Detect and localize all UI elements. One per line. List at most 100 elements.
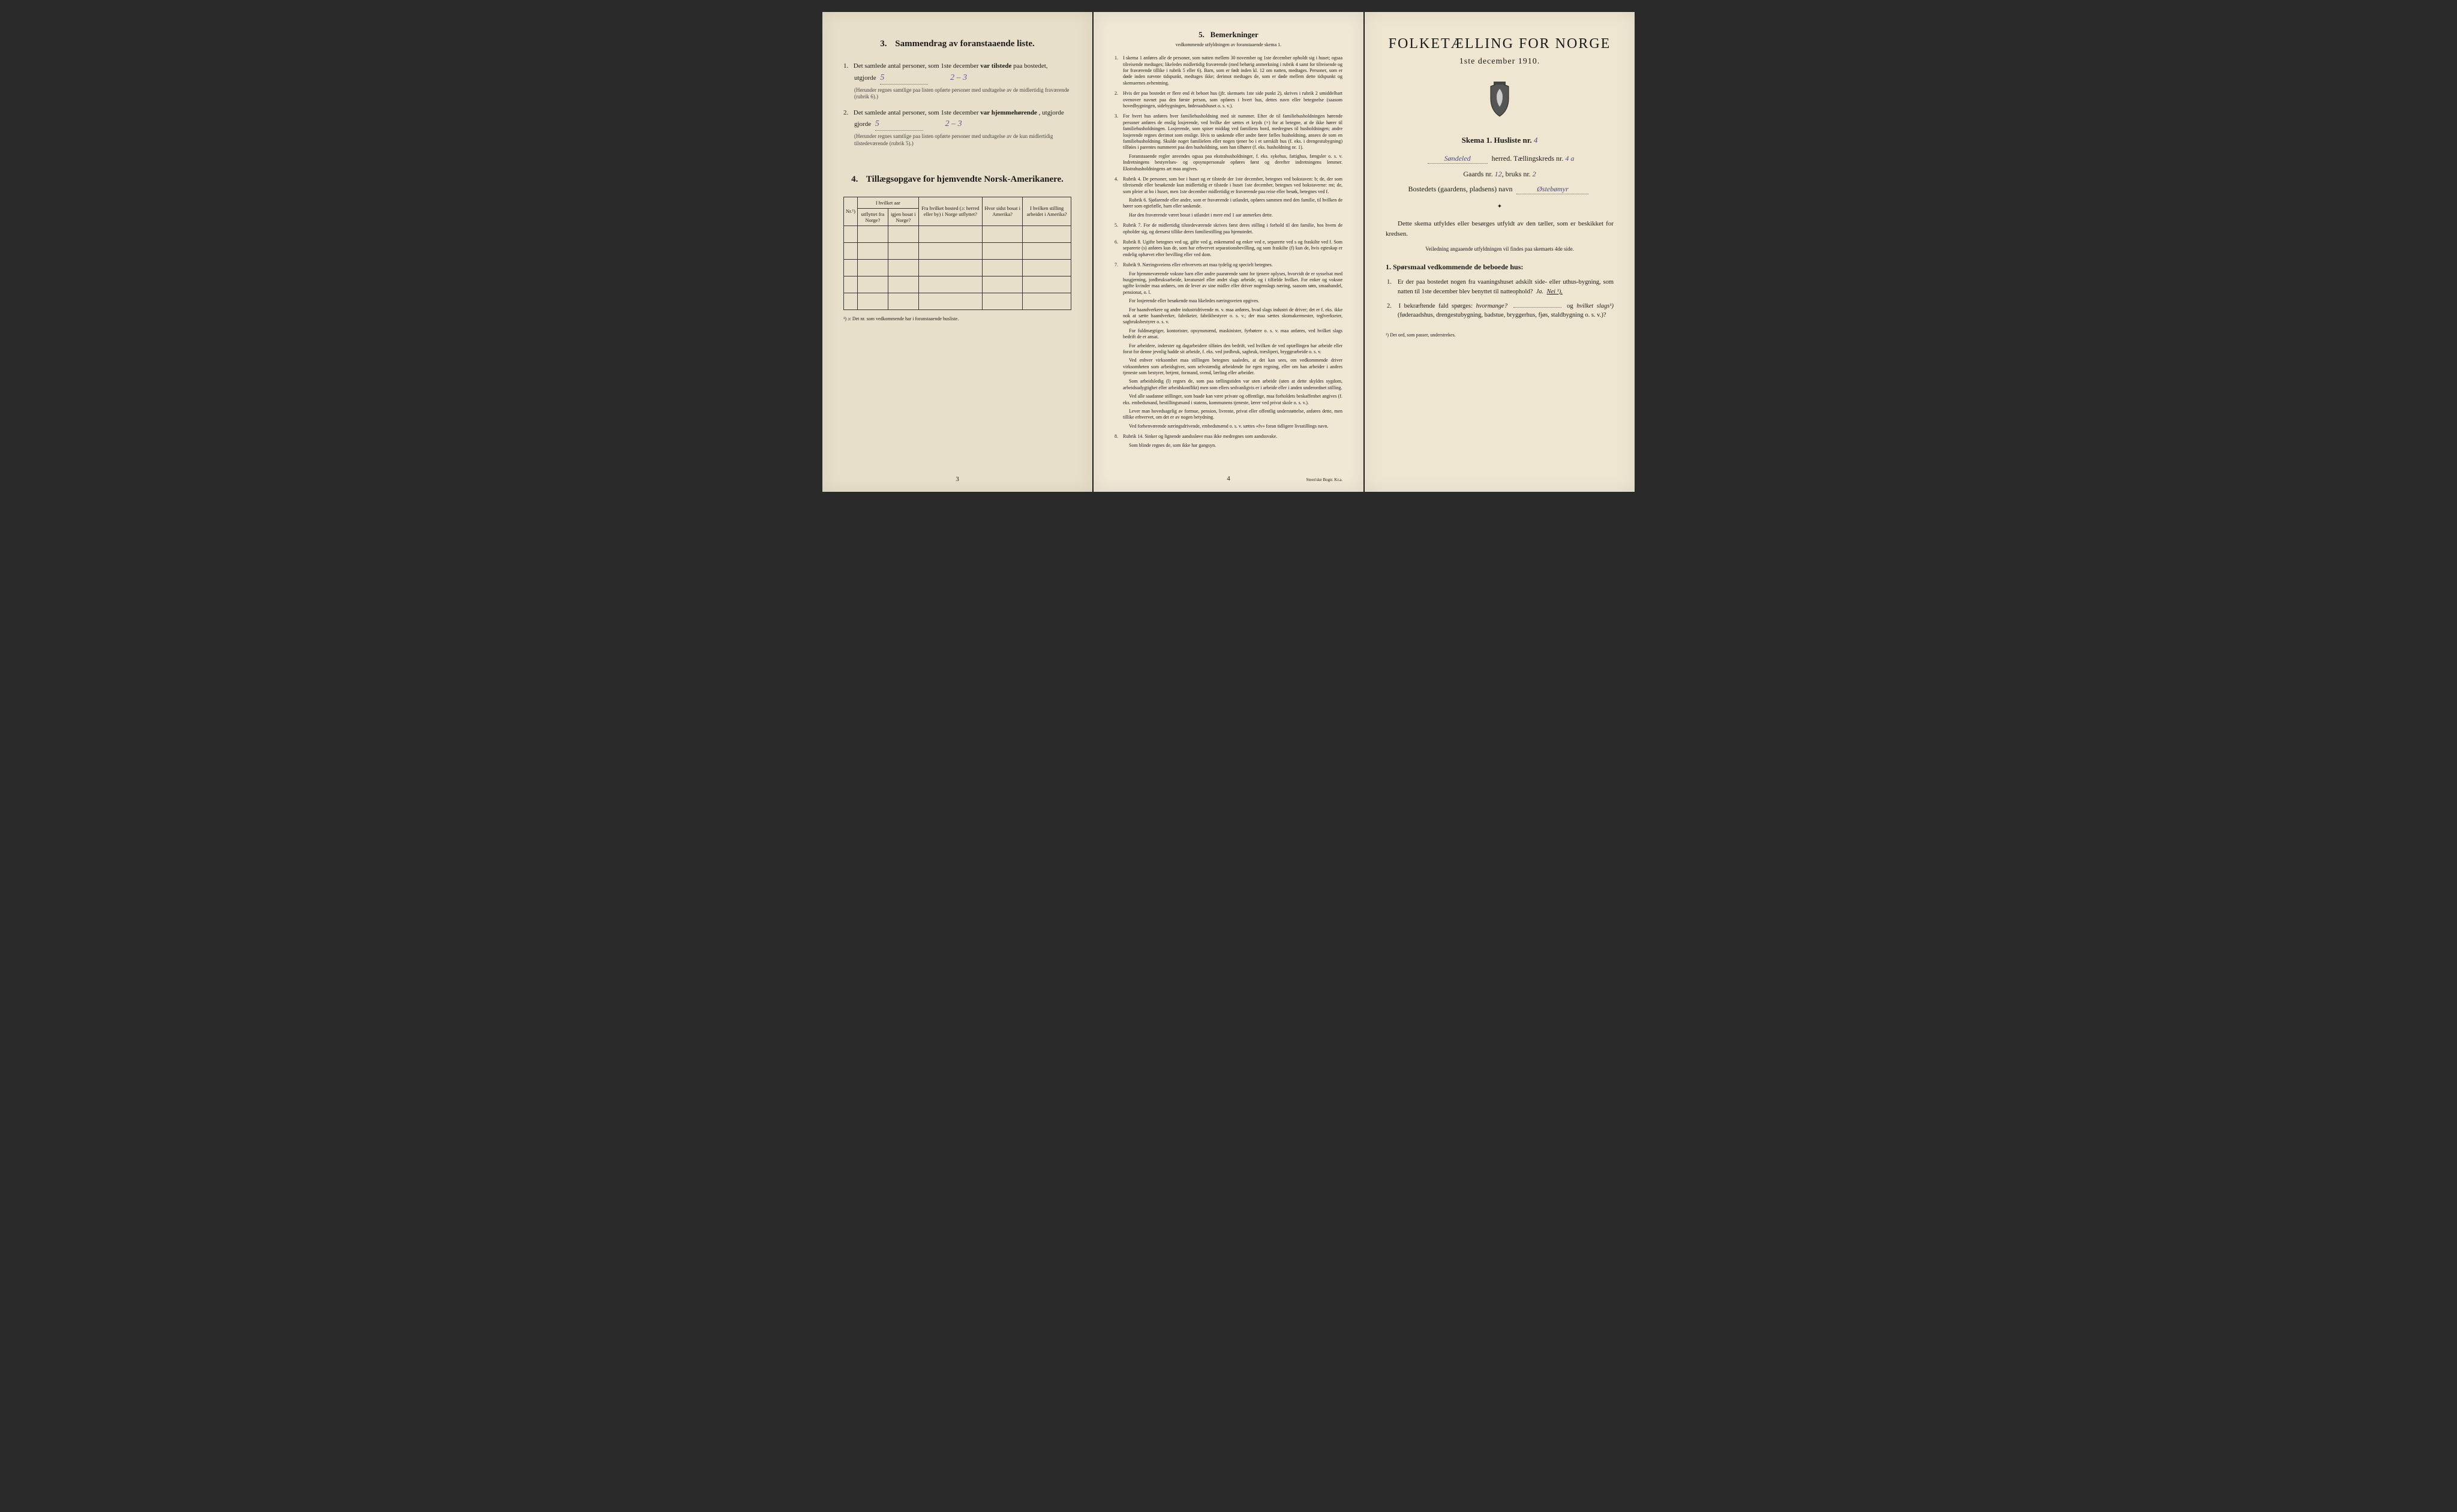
table-row [844,293,1071,309]
item-sub: For fuldmægtiger, kontorister, opsynsmæn… [1123,328,1342,341]
crest-icon [1485,82,1515,118]
hq2-blank [1513,307,1561,308]
skema-line: Skema 1. Husliste nr. 4 [1386,136,1614,145]
gaards-line: Gaards nr. 12, bruks nr. 2 [1386,170,1614,179]
census-date: 1ste december 1910. [1386,57,1614,67]
q1-bold: var tilstede [980,62,1011,70]
th-nr: Nr.¹) [844,197,858,226]
th-bosted: Fra hvilket bosted (ɔ: herred eller by) … [918,197,982,226]
printer-credit: Steen'ske Bogtr. Kr.a. [1306,477,1342,483]
item-num: 7. [1115,262,1118,268]
gaards-label: Gaards nr. [1463,170,1492,178]
bemerkning-item: 4.Rubrik 4. De personer, som bor i huset… [1123,176,1342,218]
herred-label: herred. Tællingskreds nr. [1492,154,1564,163]
item-text: I skema 1 anføres alle de personer, som … [1123,55,1342,86]
section4-num: 4. [851,175,858,184]
th-igjen: igjen bosat i Norge? [888,208,918,226]
tillaeg-tbody [844,226,1071,309]
item-num: 4. [1115,176,1118,182]
hq1-num: 1. [1387,278,1395,287]
kreds-nr: 4 a [1565,154,1574,163]
hq1-text: Er der paa bostedet nogen fra vaaningshu… [1398,279,1614,295]
q1-split: 2 – 3 [950,73,967,82]
item-sub: Lever man hovedsagelig av formue, pensio… [1123,408,1342,421]
table-footnote: ¹) ɔ: Det nr. som vedkommende har i fora… [843,316,1071,321]
hq1-nei: Nei ¹). [1546,288,1562,295]
q1-text-a: Det samlede antal personer, som 1ste dec… [854,62,981,70]
bemerkning-item: 7.Rubrik 9. Næringsveiens eller erhverve… [1123,262,1342,429]
sporsmaal-num: 1. [1386,263,1391,271]
table-row [844,276,1071,293]
house-q2: 2. I bekræftende fald spørges: hvormange… [1398,302,1614,321]
section5-num: 5. [1199,30,1205,39]
q1-value: 5 [880,71,928,85]
tillaeg-table: Nr.¹) I hvilket aar Fra hvilket bosted (… [843,197,1071,310]
q2-text-b: , utgjorde [1039,109,1064,116]
fill-instruction: Dette skema utfyldes eller besørges utfy… [1386,219,1614,239]
item-sub: Rubrik 6. Sjøfarende eller andre, som er… [1123,197,1342,210]
q2-value: 5 [875,118,923,131]
hq2-a: I bekræftende fald spørges: [1399,303,1476,309]
section3-num: 3. [880,39,887,49]
table-row [844,259,1071,276]
section5-title: Bemerkninger [1211,30,1258,39]
husliste-nr: 4 [1534,136,1538,145]
bemerkninger-list: 1. I skema 1 anføres alle de personer, so… [1115,55,1342,449]
item-num: 3. [1115,113,1118,119]
hq2-b: og [1567,303,1576,309]
hq1-ja: Ja. [1536,288,1544,295]
item-num: 8. [1115,434,1118,440]
sporsmaal-heading: 1. Spørsmaal vedkommende de beboede hus: [1386,263,1614,272]
item-sub: For losjerende eller besøkende maa likel… [1123,298,1342,304]
main-title: FOLKETÆLLING FOR NORGE [1386,36,1614,52]
skema-label: Skema 1. Husliste nr. [1462,136,1532,145]
house-q1: 1. Er der paa bostedet nogen fra vaaning… [1398,278,1614,297]
item-sub: For hjemmeværende voksne barn eller andr… [1123,271,1342,296]
page-number-3: 3 [956,476,959,483]
coat-of-arms [1386,82,1614,121]
hq2-hvor: hvormange? [1476,303,1507,309]
section4-title: 4. Tillægsopgave for hjemvendte Norsk-Am… [843,175,1071,185]
item-sub: Som blinde regnes de, som ikke har gangs… [1123,443,1342,449]
q2-text-a: Det samlede antal personer, som 1ste dec… [854,109,981,116]
page-middle: 5. Bemerkninger vedkommende utfyldningen… [1094,12,1363,492]
th-aar: I hvilket aar [858,197,919,208]
th-stilling: I hvilken stilling arbeidet i Amerika? [1023,197,1071,226]
q2-note: (Herunder regnes samtlige paa listen opf… [854,133,1071,147]
footnote-text: ¹) Det ord, som passer, understrekes. [1386,332,1456,338]
item-sub: Ved enhver virksomhet maa stillingen bet… [1123,357,1342,376]
item-num: 6. [1115,239,1118,245]
item-sub: Ved forhenværende næringsdrivende, embed… [1123,423,1342,429]
q1-num: 1. [843,61,852,71]
q1-note: (Herunder regnes samtlige paa listen opf… [854,87,1071,101]
q1-utgjorde: utgjorde [854,74,876,82]
page-number-4: 4 [1227,474,1230,483]
bosted-label: Bostedets (gaardens, pladsens) navn [1408,185,1513,193]
item-text: For hvert hus anføres hver familiehushol… [1123,113,1342,150]
summary-q2: 2. Det samlede antal personer, som 1ste … [843,108,1071,148]
item-sub: Har den fraværende været bosat i utlande… [1123,212,1342,218]
bemerkning-item: 2.Hvis der paa bostedet er flere end ét … [1123,91,1342,109]
item-num: 2. [1115,91,1118,97]
summary-q1: 1. Det samlede antal personer, som 1ste … [843,61,1071,101]
guidance-note: Veiledning angaaende utfyldningen vil fi… [1386,246,1614,252]
item-text: Rubrik 14. Sinker og lignende aandssløve… [1123,434,1277,439]
item-sub: Foranstaaende regler anvendes ogsaa paa … [1123,154,1342,172]
q2-bold: var hjemmehørende [980,109,1037,116]
item-text: Hvis der paa bostedet er flere end ét be… [1123,91,1342,109]
q2-num: 2. [843,108,852,118]
herred-value: Søndeled [1428,154,1488,164]
item-text: Rubrik 4. De personer, som bor i huset o… [1123,176,1342,194]
bemerkning-item: 1.I skema 1 anføres alle de personer, so… [1123,55,1342,86]
table-row [844,242,1071,259]
section3-title-text: Sammendrag av foranstaaende liste. [895,39,1035,49]
bemerkning-item: 3.For hvert hus anføres hver familiehush… [1123,113,1342,172]
herred-line: Søndeled herred. Tællingskreds nr. 4 a [1386,154,1614,164]
q2-split: 2 – 3 [945,119,962,128]
bosted-line: Bostedets (gaardens, pladsens) navn Øste… [1386,185,1614,194]
document-spread: 3. Sammendrag av foranstaaende liste. 1.… [822,12,1635,492]
item-num: 1. [1115,55,1118,61]
item-sub: For haandverkere og andre industridriven… [1123,307,1342,326]
section5-heading: 5. Bemerkninger [1115,30,1342,40]
bruks-nr: 2 [1533,170,1536,178]
